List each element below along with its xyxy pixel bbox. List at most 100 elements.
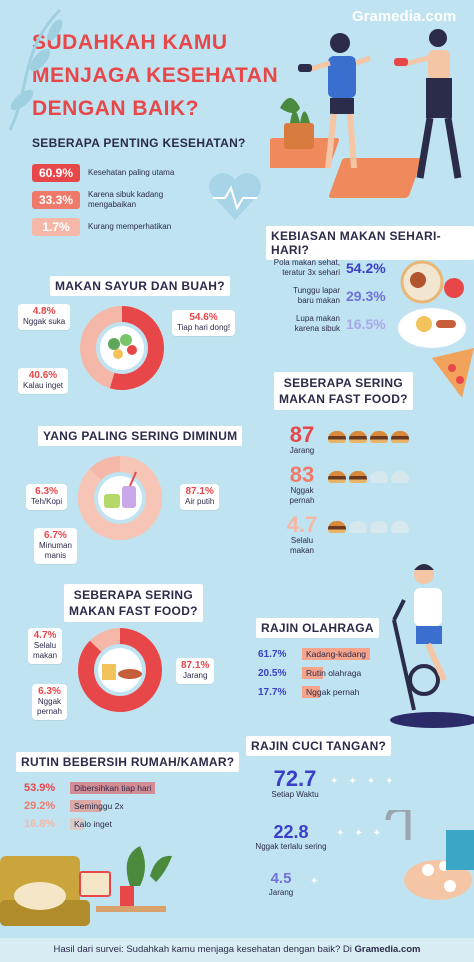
cleaning-pct: 16.8% <box>24 818 56 830</box>
fastfood-right-label: Nggak <box>290 486 314 495</box>
cleaning-label: Kalo inget <box>74 819 112 829</box>
fastfood-donut-chart <box>78 628 162 712</box>
drinks-pct: 6.7% <box>44 530 67 541</box>
leaf-decoration-icon <box>8 8 63 131</box>
fastfood-label-jarang: 87.1% Jarang <box>176 658 215 684</box>
drinks-label-minuman-manis: 6.7% Minuman manis <box>34 528 77 564</box>
veggies-text: Kalau inget <box>23 381 64 390</box>
drinks-label-air-putih: 87.1% Air putih <box>180 484 220 510</box>
fastfood-right-title-line: SEBERAPA SERING <box>283 376 403 390</box>
fastfood-right-label: Selalu <box>290 536 314 545</box>
eating-label: karena sibuk <box>294 324 340 333</box>
cleaning-bar: Kalo inget <box>70 818 116 830</box>
exercise-label: Kadang-kadang <box>306 649 367 659</box>
exercise-label: Rutin olahraga <box>306 668 362 678</box>
fastfood-label-selalu: 4.7% Selalu makan <box>28 628 63 664</box>
exercise-row: 17.7% Nggak pernah <box>258 686 388 698</box>
drinks-title: YANG PALING SERING DIMINUM <box>38 426 243 446</box>
fastfood-right-title-line: MAKAN FAST FOOD? <box>279 392 408 406</box>
handwash-item: 4.5 Jarang <box>236 870 326 898</box>
exercise-bar: Kadang-kadang <box>302 648 371 660</box>
burger-icon <box>370 471 388 483</box>
importance-label: Kesehatan paling utama <box>88 168 175 177</box>
handwash-num: 72.7 <box>273 766 317 791</box>
burger-icon <box>370 431 388 443</box>
drinks-text: manis <box>44 551 67 560</box>
heart-icon <box>209 173 261 220</box>
fastfood-right-label: Jarang <box>289 446 315 455</box>
handwash-label: Nggak terlalu sering <box>255 842 327 851</box>
exercise-pct: 61.7% <box>258 648 287 660</box>
cleaning-list: 53.9% Dibersihkan tiap hari 29.2% Seming… <box>24 782 224 830</box>
exercise-label: Nggak pernah <box>306 687 360 697</box>
fastfood-left-text: Jarang <box>182 671 208 680</box>
eating-pct: 29.3% <box>346 288 386 304</box>
fastfood-right-title: SEBERAPA SERING MAKAN FAST FOOD? <box>274 372 413 410</box>
fastfood-label-nggak-pernah: 6.3% Nggak pernah <box>32 684 67 720</box>
drinks-pct: 87.1% <box>185 486 214 497</box>
fastfood-left-pct: 4.7% <box>33 630 57 641</box>
eating-label: Lupa makan <box>295 314 340 323</box>
handwash-label: Jarang <box>268 888 294 897</box>
exercise-row: 20.5% Rutin olahraga <box>258 667 388 679</box>
eating-habits-title: KEBIASAN MAKAN SEHARI-HARI? <box>266 226 474 260</box>
eating-row: Pola makan sehat, teratur 3x sehari 54.2… <box>230 258 386 278</box>
title-line-1: SUDAHKAH KAMU <box>32 31 228 54</box>
veggies-donut-segment <box>80 306 164 390</box>
fastfood-left-text: Selalu <box>33 641 57 650</box>
fastfood-right-num: 87 <box>289 422 315 447</box>
importance-pct: 60.9% <box>32 164 80 182</box>
footer: Hasil dari survei: Sudahkah kamu menjaga… <box>0 938 474 962</box>
fastfood-right-label: makan <box>289 546 314 555</box>
eating-row: Tunggu lapar baru makan 29.3% <box>230 286 386 306</box>
footer-text: Hasil dari survei: Sudahkah kamu menjaga… <box>53 944 355 955</box>
cleaning-bar-fill <box>70 818 85 830</box>
burger-icon <box>328 521 346 533</box>
burger-icon <box>349 431 367 443</box>
drinks-text: Air putih <box>185 497 215 506</box>
importance-row: 60.9% Kesehatan paling utama <box>32 164 232 182</box>
drinks-text: Teh/Kopi <box>31 497 63 506</box>
veggies-pct: 40.6% <box>28 370 58 381</box>
importance-label: Karena sibuk kadang mengabaikan <box>88 190 164 209</box>
eating-pct: 54.2% <box>346 260 386 276</box>
burger-icon <box>391 431 409 443</box>
footer-brand: Gramedia.com <box>354 944 421 955</box>
exercise-pct: 17.7% <box>258 686 287 698</box>
fastfood-right-row: 87 Jarang <box>276 424 466 456</box>
sparkle-icon: ✦ <box>310 876 329 887</box>
fastfood-left-pct: 87.1% <box>181 660 210 671</box>
burger-icon <box>328 431 346 443</box>
exercise-row: 61.7% Kadang-kadang <box>258 648 388 660</box>
fastfood-left-title-line: SEBERAPA SERING <box>73 588 193 602</box>
exercise-bar: Rutin olahraga <box>302 667 365 679</box>
fastfood-left-title: SEBERAPA SERING MAKAN FAST FOOD? <box>64 584 203 622</box>
burger-icon <box>349 471 367 483</box>
drinks-text: Minuman <box>39 541 72 550</box>
cyclist-illustration-icon <box>390 564 474 728</box>
cleaning-label: Seminggu 2x <box>74 801 124 811</box>
cleaning-row: 16.8% Kalo inget <box>24 818 224 830</box>
burger-icon <box>349 521 367 533</box>
handwash-illustration-icon <box>385 810 474 900</box>
brand-logo: Gramedia.com <box>352 8 457 25</box>
veggies-label-tiap-hari: 54.6% Tiap hari dong! <box>172 310 236 336</box>
fastfood-right-row: 4.7 Selalu makan <box>276 514 466 556</box>
veggies-label-nggak-suka: 4.8% Nggak suka <box>18 304 71 330</box>
handwash-title: RAJIN CUCI TANGAN? <box>246 736 392 756</box>
burger-row <box>328 514 412 538</box>
eating-label: Tunggu lapar <box>293 286 340 295</box>
burger-row <box>328 424 412 448</box>
importance-list: 60.9% Kesehatan paling utama 33.3% Karen… <box>32 164 232 236</box>
drinks-donut-chart <box>78 456 162 540</box>
sparkle-icon: ✦✦✦✦ <box>330 776 404 787</box>
exercise-bar: Nggak pernah <box>302 686 363 698</box>
sparkle-icon: ✦✦✦ <box>336 828 392 839</box>
fastfood-right-list: 87 Jarang 83 Nggak pernah 4.7 Selalu mak… <box>276 424 466 556</box>
title-line-3: DENGAN BAIK? <box>32 97 199 120</box>
importance-row: 1.7% Kurang memperhatikan <box>32 218 232 236</box>
handwash-label: Setiap Waktu <box>271 790 319 799</box>
cleaning-bar-fill <box>70 782 156 794</box>
handwash-num: 4.5 <box>270 870 292 887</box>
drinks-label-teh-kopi: 6.3% Teh/Kopi <box>26 484 68 510</box>
